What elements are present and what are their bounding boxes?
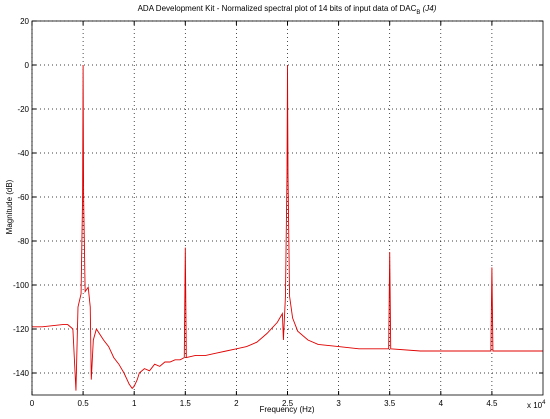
multiplier-exponent: 4 — [542, 400, 546, 406]
chart-title: ADA Development Kit - Normalized spectra… — [138, 4, 437, 16]
x-multiplier: x 104 — [527, 400, 546, 410]
y-tick-label: 0 — [25, 61, 30, 70]
y-tick-label: -40 — [17, 149, 29, 158]
title-main: ADA Development Kit - Normalized spectra… — [138, 4, 417, 13]
x-tick-label: 4 — [439, 399, 444, 408]
y-tick-label: -120 — [13, 325, 30, 334]
x-tick-label: 0.5 — [78, 399, 90, 408]
y-tick-label: -140 — [13, 369, 30, 378]
y-tick-label: -20 — [17, 105, 29, 114]
x-tick-label: 2.5 — [282, 399, 294, 408]
multiplier-base: x 10 — [527, 401, 543, 410]
y-tick-label: -60 — [17, 193, 29, 202]
y-axis-label: Magnitude (dB) — [5, 179, 14, 234]
x-tick-label: 3.5 — [384, 399, 396, 408]
y-tick-label: 20 — [20, 17, 29, 26]
axes-frame — [31, 20, 544, 396]
x-tick-label: 1.5 — [180, 399, 192, 408]
x-tick-label: 3 — [336, 399, 341, 408]
y-tick-label: -100 — [13, 281, 30, 290]
x-tick-label: 4.5 — [486, 399, 498, 408]
x-tick-label: 1 — [132, 399, 137, 408]
plot-area: 20 0 -20 -40 -60 -80 -100 -120 -140 0 0.5 1 1.5 2 2.5 3… — [13, 17, 544, 408]
x-axis-label: Frequency (Hz) — [259, 405, 314, 414]
title-subscript: B — [416, 10, 420, 16]
y-tick-label: -80 — [17, 237, 29, 246]
title-suffix: (J4) — [420, 4, 436, 13]
x-tick-label: 0 — [30, 399, 35, 408]
x-tick-label: 2 — [234, 399, 239, 408]
spectrum-line — [32, 64, 543, 391]
